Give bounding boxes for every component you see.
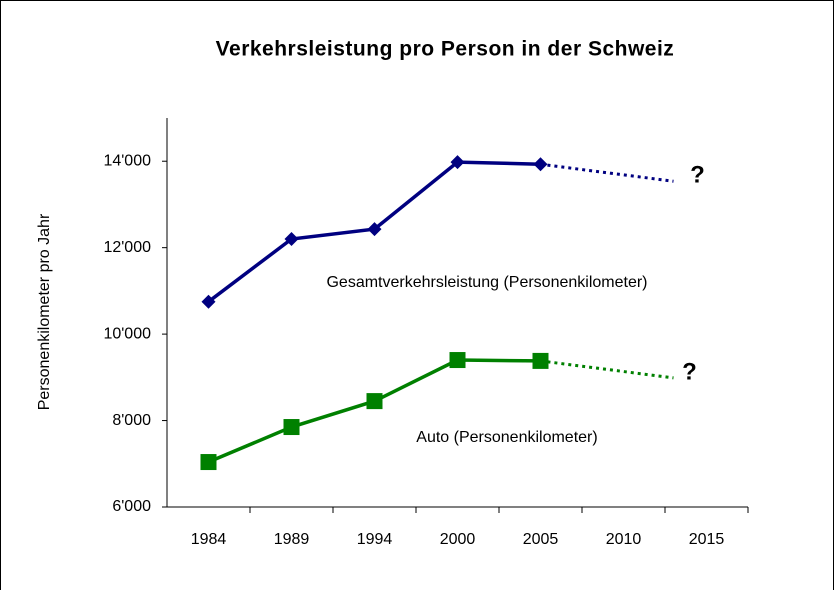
trend-line — [540, 162, 674, 183]
point — [449, 352, 466, 369]
x-tick-label: 1984 — [191, 531, 227, 548]
trend-line — [540, 359, 674, 380]
series-line — [207, 358, 541, 464]
point — [367, 222, 382, 237]
y-tick-label: 12'000 — [103, 239, 151, 256]
point — [533, 157, 548, 172]
point — [201, 294, 216, 309]
x-tick-label: 2015 — [689, 531, 725, 548]
x-tick-label: 1989 — [274, 531, 310, 548]
annotation: ? — [682, 358, 697, 385]
point — [284, 232, 299, 247]
series-label: Gesamtverkehrsleistung (Personenkilomete… — [326, 274, 647, 291]
x-tick-label: 2005 — [523, 531, 559, 548]
chart-title: Verkehrsleistung pro Person in der Schwe… — [216, 38, 675, 61]
y-tick-label: 6'000 — [112, 498, 151, 515]
point — [450, 155, 465, 170]
annotation: ? — [690, 162, 705, 189]
point — [200, 454, 217, 471]
y-tick-label: 10'000 — [103, 325, 151, 342]
x-tick-label: 1994 — [357, 531, 393, 548]
x-tick-label: 2010 — [606, 531, 642, 548]
point — [532, 352, 549, 369]
series-label: Auto (Personenkilometer) — [416, 429, 597, 446]
x-tick-label: 2000 — [440, 531, 476, 548]
y-axis-label: Personenkilometer pro Jahr — [36, 213, 53, 410]
y-tick-label: 8'000 — [112, 412, 151, 429]
point — [366, 393, 383, 410]
point — [283, 419, 300, 436]
y-tick-label: 14'000 — [103, 152, 151, 169]
